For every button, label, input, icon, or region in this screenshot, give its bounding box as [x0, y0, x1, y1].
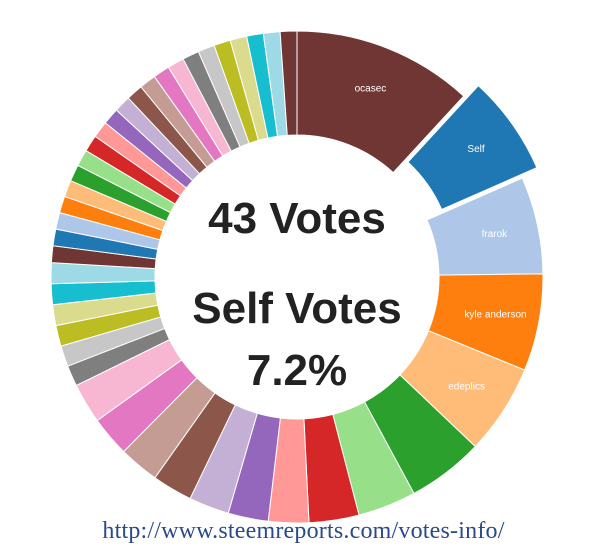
center-text-self-votes: Self Votes	[192, 284, 401, 333]
donut-slice-label-3: kyle anderson	[464, 309, 526, 320]
donut-slice-label-1: Self	[467, 144, 484, 155]
center-text-votes: 43 Votes	[208, 194, 386, 243]
donut-slices	[50, 30, 544, 524]
source-link[interactable]: http://www.steemreports.com/votes-info/	[102, 518, 505, 544]
donut-slice-labels: ocasec Self frarok kyle anderson edeplics	[355, 83, 527, 392]
donut-hole	[155, 135, 439, 419]
donut-slice-label-2: frarok	[482, 229, 509, 240]
donut-slice-1[interactable]	[407, 84, 538, 211]
donut-slice-label-0: ocasec	[355, 83, 387, 94]
center-text-percent: 7.2%	[247, 346, 347, 395]
donut-slice-label-4: edeplics	[448, 381, 485, 392]
